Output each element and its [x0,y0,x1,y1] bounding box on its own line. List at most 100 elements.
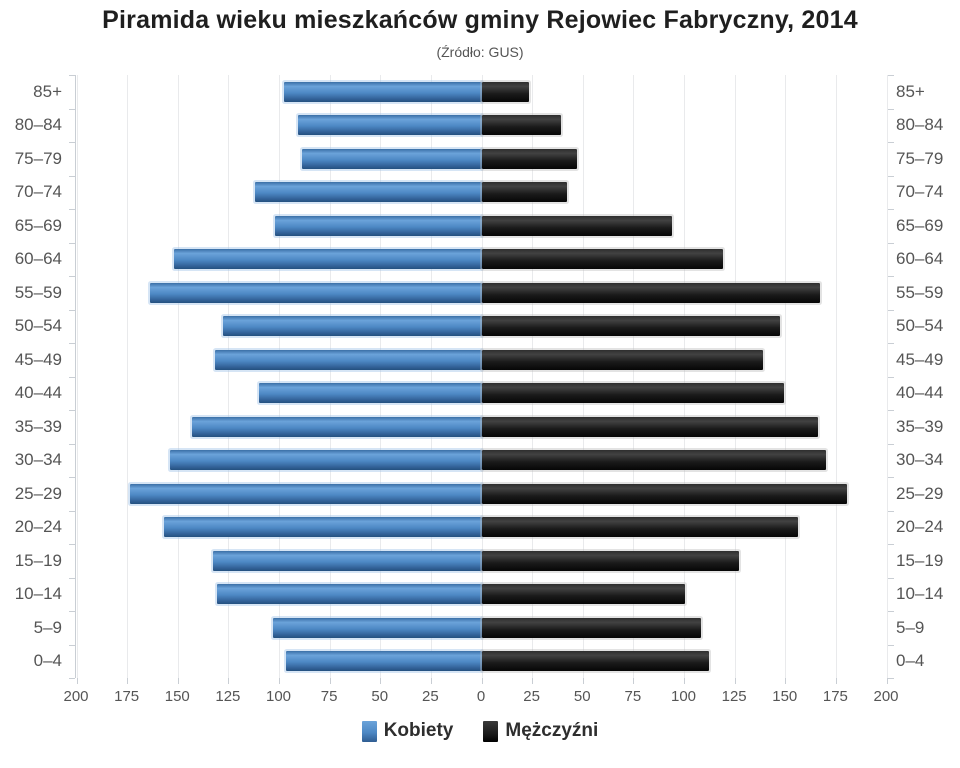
x-axis-tick-label: 25 [523,688,540,705]
bar-men [482,148,578,169]
bar-men [482,651,709,672]
y-axis-tick [69,645,75,646]
y-axis-tick [69,343,75,344]
y-axis-tick [69,611,75,612]
legend-item-women: Kobiety [361,720,453,742]
x-axis-labels: 200 175 150 125 100 75 50 25 0 25 50 75 100 125 150 175… [63,688,898,708]
bar-women [216,584,482,605]
x-axis-tick [76,678,78,684]
plot-area [69,75,894,684]
age-group-label: 10–14 [896,584,944,604]
bar-men [482,584,685,605]
age-group-label: 50–54 [14,316,62,336]
x-axis-tick-label: 175 [114,688,140,705]
y-axis-tick [888,410,894,411]
age-group-label: 30–34 [14,450,62,470]
gridline [430,75,432,678]
women-swatch-icon [361,720,377,742]
gridline [76,75,78,678]
x-axis-tick [633,678,635,684]
gridline [481,75,483,678]
y-axis-tick [69,511,75,512]
age-group-label: 70–74 [896,182,944,202]
legend: Kobiety Mężczyźni [0,720,960,742]
y-axis-tick [888,477,894,478]
x-axis-tick-label: 75 [320,688,338,705]
x-axis-tick [835,678,837,684]
left-age-axis: 85+ 80–84 75–79 70–74 65–69 60–64 55–59 50–54 45… [0,75,62,678]
x-axis-tick [684,678,685,684]
age-group-label: 65–69 [896,215,944,235]
age-group-label: 40–44 [896,383,944,403]
bar-women [275,215,482,236]
x-axis-tick-label: 200 [63,688,89,705]
bar-women [285,651,482,672]
age-group-label: 5–9 [33,617,62,637]
x-axis-tick-label: 150 [164,688,190,705]
x-axis-tick [886,678,888,684]
right-age-axis: 85+ 80–84 75–79 70–74 65–69 60–64 55–59 50–54 45… [896,75,960,678]
bar-women [149,282,482,303]
gridline [582,75,584,678]
legend-item-men: Mężczyźni [483,720,598,742]
y-axis-tick [888,678,894,679]
bar-men [482,316,780,337]
age-group-label: 25–29 [14,483,62,503]
x-axis-tick [380,678,382,684]
y-axis-tick [888,511,894,512]
bar-women [255,182,482,203]
y-axis-tick [69,276,75,277]
x-axis-tick-label: 0 [476,688,486,705]
age-group-label: 45–49 [896,349,944,369]
y-axis-tick [888,243,894,244]
y-axis-tick [69,444,75,445]
y-axis-tick [69,209,75,210]
age-group-label: 75–79 [896,148,944,168]
bar-men [482,383,784,404]
bar-men [482,550,740,571]
bar-men [482,115,561,136]
bar-women [259,383,482,404]
gridline [127,75,129,678]
bar-men [482,282,821,303]
men-swatch-icon [483,720,499,742]
age-group-label: 40–44 [14,383,62,403]
x-axis-tick-label: 150 [772,688,798,705]
y-axis-tick [888,611,894,612]
age-group-label: 55–59 [14,282,62,302]
x-axis-tick [734,678,736,684]
x-axis-tick-label: 100 [670,688,697,705]
y-axis-tick [69,310,75,311]
y-axis-tick [888,444,894,445]
bar-women [212,550,482,571]
bar-men [482,81,529,102]
age-group-label: 60–64 [14,249,62,269]
y-axis-tick [888,75,894,76]
x-axis-tick-label: 100 [265,688,292,705]
age-group-label: 20–24 [14,517,62,537]
age-group-label: 60–64 [896,249,944,269]
age-group-label: 35–39 [14,416,62,436]
gridline [835,75,837,678]
y-axis-tick [888,578,894,579]
bar-women [170,450,482,471]
y-axis-tick [69,377,75,378]
x-axis-tick [329,678,331,684]
y-axis-tick [888,276,894,277]
x-axis-tick-label: 25 [422,688,439,705]
y-axis-tick [888,310,894,311]
age-group-label: 0–4 [33,651,62,671]
y-axis-tick [888,209,894,210]
age-group-label: 70–74 [14,182,62,202]
y-axis-tick [69,544,75,545]
x-axis-tick [430,678,432,684]
age-group-label: 80–84 [896,115,944,135]
bar-men [482,483,847,504]
bar-women [283,81,482,102]
bar-women [129,483,482,504]
age-group-label: 10–14 [14,584,62,604]
y-axis-tick [888,176,894,177]
age-pyramid-chart: 85+ 80–84 75–79 70–74 65–69 60–64 55–59 50–54 45… [0,70,960,720]
age-group-label: 55–59 [896,282,944,302]
bar-women [164,517,482,538]
